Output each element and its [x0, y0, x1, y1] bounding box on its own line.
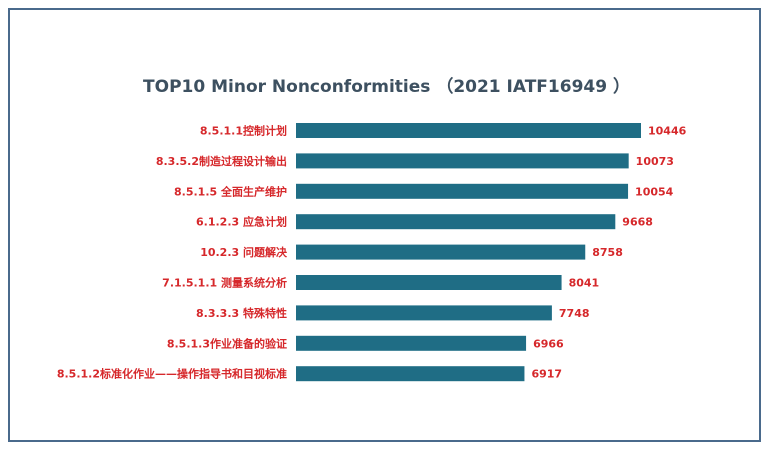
category-label-5: 7.1.5.1.1 测量系统分析: [162, 276, 287, 290]
value-label-8: 6917: [531, 368, 562, 381]
bar-6: [296, 305, 552, 321]
value-label-2: 10054: [635, 185, 674, 198]
chart-title: TOP10 Minor Nonconformities （2021 IATF16…: [143, 77, 630, 97]
value-label-4: 8758: [592, 246, 623, 259]
bar-2: [296, 183, 629, 199]
bar-8: [296, 366, 525, 382]
value-label-7: 6966: [533, 337, 564, 350]
category-label-2: 8.5.1.5 全面生产维护: [174, 184, 287, 198]
value-label-3: 9668: [622, 216, 653, 229]
value-label-0: 10446: [648, 125, 687, 138]
bar-1: [296, 153, 629, 169]
value-label-1: 10073: [636, 155, 674, 168]
value-label-6: 7748: [559, 307, 590, 320]
bar-0: [296, 123, 641, 138]
category-label-3: 6.1.2.3 应急计划: [196, 215, 287, 229]
category-label-0: 8.5.1.1控制计划: [200, 124, 287, 138]
category-label-4: 10.2.3 问题解决: [200, 245, 288, 259]
category-label-8: 8.5.1.2标准化作业——操作指导书和目视标准: [57, 367, 287, 381]
bar-5: [296, 275, 562, 290]
bar-7: [296, 335, 527, 351]
category-label-1: 8.3.5.2制造过程设计输出: [156, 154, 287, 168]
bar-4: [296, 244, 586, 260]
value-label-5: 8041: [569, 277, 600, 290]
category-label-7: 8.5.1.3作业准备的验证: [167, 336, 287, 350]
bar-3: [296, 214, 616, 230]
category-label-6: 8.3.3.3 特殊特性: [196, 306, 287, 320]
